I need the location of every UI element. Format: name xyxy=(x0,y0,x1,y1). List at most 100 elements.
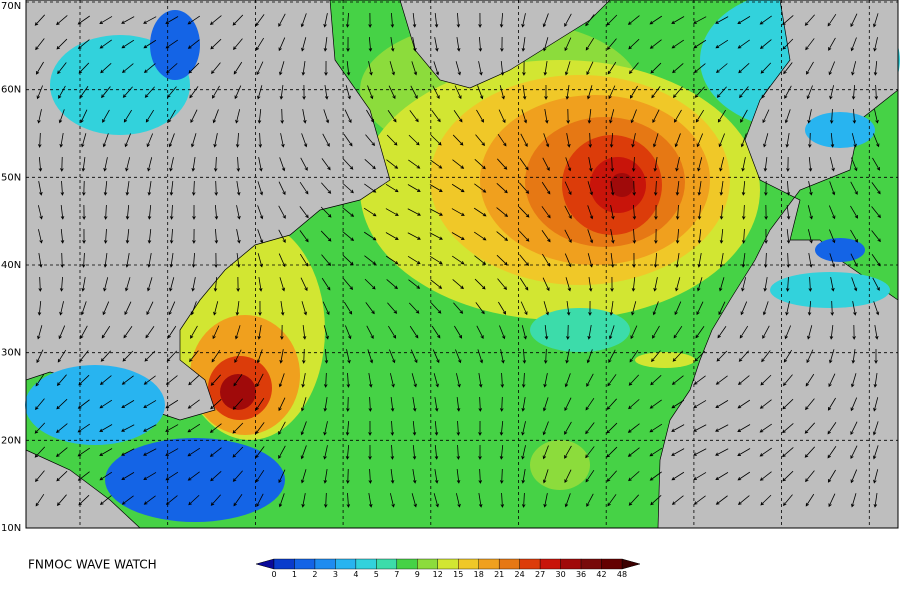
arrow xyxy=(782,423,794,434)
arrow xyxy=(165,39,179,49)
arrow xyxy=(654,228,658,244)
arrow xyxy=(345,444,350,460)
arrow xyxy=(323,445,328,460)
arrow xyxy=(103,228,108,244)
arrow xyxy=(323,109,330,124)
arrow xyxy=(125,228,130,244)
arrow xyxy=(564,397,572,412)
arrow xyxy=(58,109,65,124)
arrow xyxy=(345,85,351,100)
arrow xyxy=(716,86,727,98)
arrow xyxy=(301,493,306,508)
arrow xyxy=(301,133,308,148)
arrow xyxy=(209,423,222,433)
arrow xyxy=(165,424,179,432)
arrow xyxy=(432,85,440,99)
arrow xyxy=(409,325,419,339)
arrow xyxy=(190,133,197,148)
arrow xyxy=(544,109,549,124)
arrow xyxy=(693,16,707,24)
arrow xyxy=(346,36,350,52)
arrow xyxy=(764,204,768,220)
arrow xyxy=(785,301,790,316)
arrow xyxy=(59,133,64,148)
arrow xyxy=(606,422,618,434)
arrow xyxy=(99,375,112,385)
arrow xyxy=(280,108,284,124)
arrow xyxy=(299,230,309,243)
arrow xyxy=(475,302,485,315)
arrow xyxy=(759,399,772,409)
arrow xyxy=(99,424,113,432)
arrow xyxy=(122,86,133,98)
sea xyxy=(815,238,865,262)
arrow xyxy=(257,85,263,100)
arrow xyxy=(694,350,706,362)
arrow xyxy=(35,38,45,51)
arrow xyxy=(478,444,482,460)
arrow xyxy=(566,133,571,148)
arrow xyxy=(761,350,771,363)
arrow xyxy=(191,157,196,172)
arrow xyxy=(850,373,857,388)
arrow xyxy=(543,373,548,388)
arrow xyxy=(81,277,86,292)
arrow xyxy=(654,204,658,220)
arrow xyxy=(695,109,705,123)
arrow xyxy=(278,253,286,268)
arrow xyxy=(345,12,350,28)
arrow xyxy=(346,61,351,76)
arrow xyxy=(542,253,551,267)
arrow xyxy=(874,109,879,124)
arrow xyxy=(671,399,685,409)
arrow xyxy=(740,133,747,148)
arrow xyxy=(500,372,505,388)
arrow xyxy=(346,349,351,364)
arrow xyxy=(411,493,417,508)
arrow xyxy=(499,396,504,412)
arrow xyxy=(278,469,286,484)
arrow xyxy=(214,204,219,220)
arrow xyxy=(103,204,108,220)
arrow xyxy=(255,469,265,483)
arrow xyxy=(278,13,286,27)
arrow xyxy=(456,493,461,508)
arrow xyxy=(389,373,395,388)
arrow xyxy=(851,133,857,148)
colorbar-swatch xyxy=(519,558,541,570)
arrow xyxy=(478,420,482,436)
arrow xyxy=(408,134,420,146)
colorbar-label: 15 xyxy=(453,570,463,579)
arrow xyxy=(498,301,507,315)
arrow xyxy=(740,109,748,123)
arrow xyxy=(165,16,179,24)
arrow xyxy=(627,15,640,25)
lat-label: 40N xyxy=(1,260,21,271)
arrow xyxy=(521,325,527,340)
arrow xyxy=(236,229,241,244)
arrow xyxy=(829,157,835,172)
arrow xyxy=(586,493,594,507)
colorbar-label: 4 xyxy=(353,570,358,579)
arrow xyxy=(386,134,398,146)
arrow xyxy=(323,325,329,340)
arrow xyxy=(60,156,64,172)
arrow xyxy=(739,325,749,339)
arrow xyxy=(543,348,548,364)
arrow xyxy=(145,326,155,339)
arrow xyxy=(697,157,703,172)
arrow xyxy=(211,349,221,363)
arrow xyxy=(187,423,201,433)
arrow xyxy=(851,84,856,100)
colorbar-label: 5 xyxy=(374,570,379,579)
arrow xyxy=(737,375,750,386)
arrow xyxy=(278,37,286,52)
arrow xyxy=(346,492,351,508)
arrow xyxy=(367,349,374,364)
arrow xyxy=(697,181,702,196)
arrow xyxy=(782,398,794,410)
arrow xyxy=(232,398,243,410)
arrow xyxy=(121,448,135,456)
arrow xyxy=(60,228,65,244)
arrow xyxy=(808,132,812,148)
